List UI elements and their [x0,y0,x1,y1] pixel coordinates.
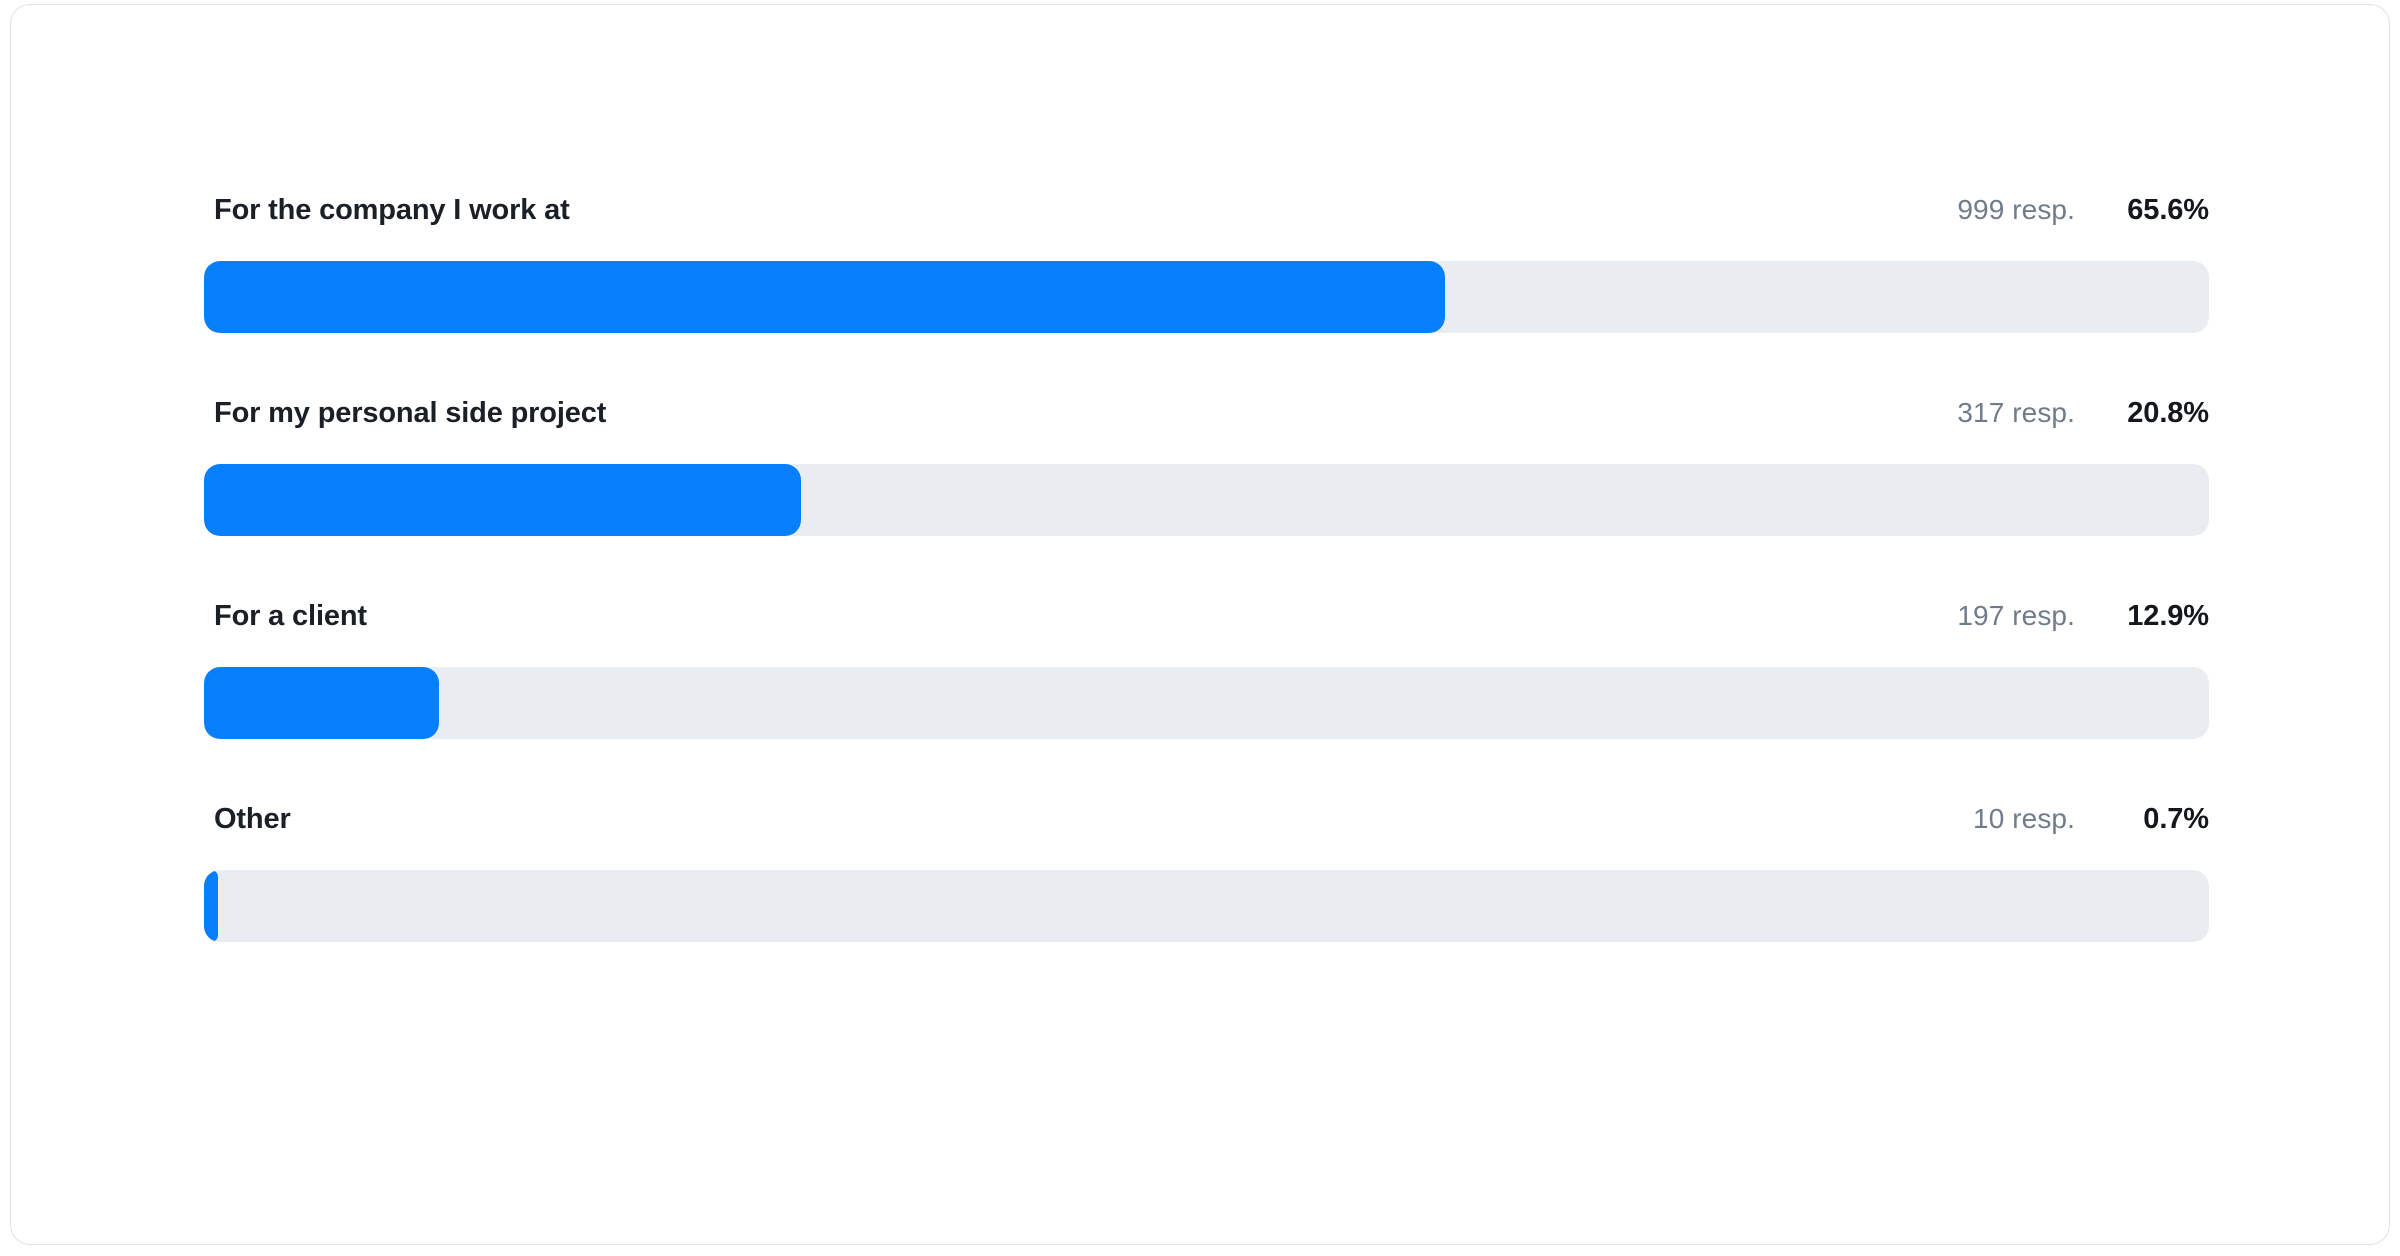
result-row-stats: 197 resp. 12.9% [1957,593,2209,639]
poll-results-list: For the company I work at 999 resp. 65.6… [204,187,2209,942]
option-label: For a client [214,600,367,632]
result-row-header: For the company I work at 999 resp. 65.6… [204,187,2209,233]
poll-results-card: For the company I work at 999 resp. 65.6… [10,4,2390,1245]
percentage-value: 20.8% [2127,397,2209,429]
bar-fill [204,261,1446,333]
percentage-value: 0.7% [2143,803,2209,835]
result-row-header: Other 10 resp. 0.7% [204,796,2209,842]
response-count: 317 resp. [1957,397,2075,428]
response-count: 197 resp. [1957,600,2075,631]
result-row-header: For my personal side project 317 resp. 2… [204,390,2209,436]
bar-fill [204,464,802,536]
result-row-header: For a client 197 resp. 12.9% [204,593,2209,639]
poll-result-row[interactable]: For a client 197 resp. 12.9% [204,593,2209,739]
result-row-stats: 999 resp. 65.6% [1957,187,2209,233]
percentage-value: 12.9% [2127,600,2209,632]
option-label: For the company I work at [214,194,570,226]
bar-track [204,464,2209,536]
bar-track [204,870,2209,942]
response-count: 10 resp. [1973,803,2075,834]
option-label: For my personal side project [214,397,607,429]
poll-result-row[interactable]: Other 10 resp. 0.7% [204,796,2209,942]
bar-fill [204,667,439,739]
option-label: Other [214,803,291,835]
bar-track [204,261,2209,333]
result-row-stats: 317 resp. 20.8% [1957,390,2209,436]
poll-result-row[interactable]: For my personal side project 317 resp. 2… [204,390,2209,536]
bar-track [204,667,2209,739]
percentage-value: 65.6% [2127,194,2209,226]
poll-result-row[interactable]: For the company I work at 999 resp. 65.6… [204,187,2209,333]
response-count: 999 resp. [1957,194,2075,225]
result-row-stats: 10 resp. 0.7% [1973,796,2209,842]
bar-fill [204,870,219,942]
